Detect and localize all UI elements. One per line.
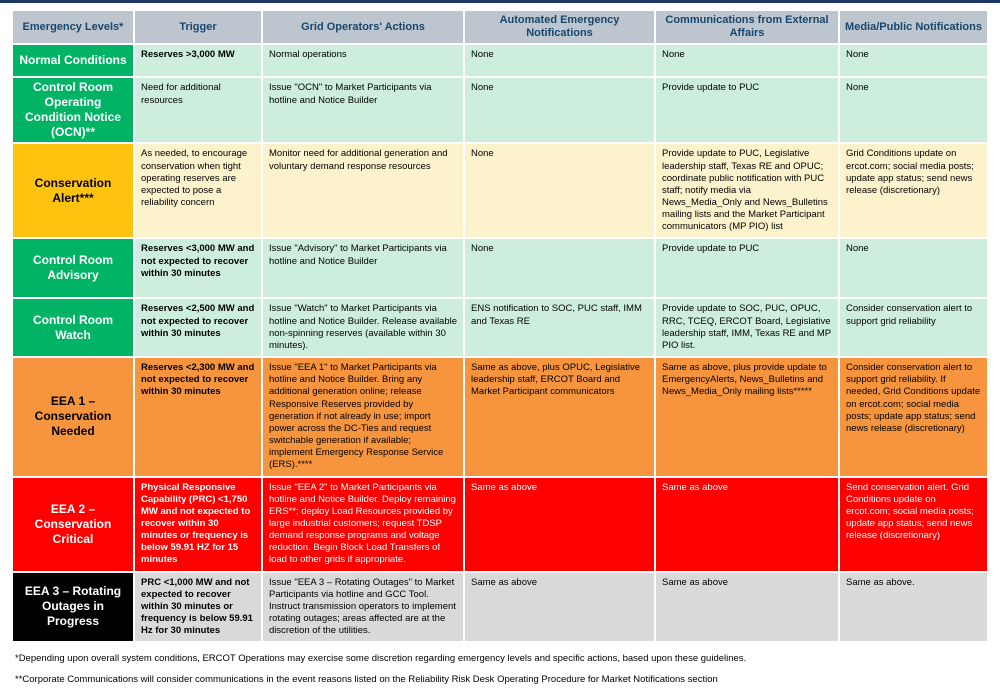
cell-media: Consider conservation alert to support g… — [840, 299, 987, 357]
column-header-grid-operators-actions: Grid Operators' Actions — [263, 11, 463, 44]
emergency-levels-table: Emergency Levels* Trigger Grid Operators… — [11, 9, 989, 643]
cell-level: EEA 3 – Rotating Outages in Progress — [13, 572, 133, 642]
cell-automated: None — [465, 45, 654, 77]
cell-actions: Monitor need for additional generation a… — [263, 144, 463, 238]
cell-level: EEA 1 – Conservation Needed — [13, 358, 133, 476]
table-row-conservation-alert: Conservation Alert*** As needed, to enco… — [13, 144, 987, 238]
cell-automated: ENS notification to SOC, PUC staff, IMM … — [465, 299, 654, 357]
cell-actions: Issue "Watch" to Market Participants via… — [263, 299, 463, 357]
cell-level: Control Room Watch — [13, 299, 133, 357]
cell-media: Send conservation alert. Grid Conditions… — [840, 477, 987, 571]
footnote-2: **Corporate Communications will consider… — [15, 673, 718, 685]
cell-automated: Same as above — [465, 572, 654, 642]
table-row-ocn: Control Room Operating Condition Notice … — [13, 78, 987, 143]
cell-communications: None — [656, 45, 838, 77]
cell-communications: Same as above — [656, 572, 838, 642]
cell-media: None — [840, 78, 987, 143]
cell-level: Control Room Advisory — [13, 239, 133, 298]
table-row-control-room-advisory: Control Room Advisory Reserves <3,000 MW… — [13, 239, 987, 298]
cell-communications: Provide update to PUC, Legislative leade… — [656, 144, 838, 238]
cell-media: None — [840, 45, 987, 77]
table-row-eea2-conservation-critical: EEA 2 – Conservation Critical Physical R… — [13, 477, 987, 571]
cell-communications: Provide update to SOC, PUC, OPUC, RRC, T… — [656, 299, 838, 357]
cell-communications: Provide update to PUC — [656, 78, 838, 143]
cell-trigger: PRC <1,000 MW and not expected to recove… — [135, 572, 261, 642]
footnote-1: *Depending upon overall system condition… — [15, 653, 747, 665]
table-row-normal-conditions: Normal Conditions Reserves >3,000 MW Nor… — [13, 45, 987, 77]
cell-automated: None — [465, 239, 654, 298]
cell-trigger: As needed, to encourage conservation whe… — [135, 144, 261, 238]
cell-media: Consider conservation alert to support g… — [840, 358, 987, 476]
cell-trigger: Reserves <2,500 MW and not expected to r… — [135, 299, 261, 357]
cell-actions: Normal operations — [263, 45, 463, 77]
column-header-media-public-notifications: Media/Public Notifications — [840, 11, 987, 44]
cell-automated: Same as above — [465, 477, 654, 571]
cell-level: Conservation Alert*** — [13, 144, 133, 238]
table-row-eea1-conservation-needed: EEA 1 – Conservation Needed Reserves <2,… — [13, 358, 987, 476]
cell-actions: Issue "EEA 1" to Market Participants via… — [263, 358, 463, 476]
cell-automated: Same as above, plus OPUC, Legislative le… — [465, 358, 654, 476]
column-header-emergency-levels: Emergency Levels* — [13, 11, 133, 44]
cell-communications: Same as above, plus provide update to Em… — [656, 358, 838, 476]
cell-trigger: Reserves >3,000 MW — [135, 45, 261, 77]
cell-media: Grid Conditions update on ercot.com; soc… — [840, 144, 987, 238]
cell-level: Control Room Operating Condition Notice … — [13, 78, 133, 143]
cell-media: Same as above. — [840, 572, 987, 642]
table-row-control-room-watch: Control Room Watch Reserves <2,500 MW an… — [13, 299, 987, 357]
cell-communications: Same as above — [656, 477, 838, 571]
table-header-row: Emergency Levels* Trigger Grid Operators… — [13, 11, 987, 44]
cell-level: EEA 2 – Conservation Critical — [13, 477, 133, 571]
cell-actions: Issue "Advisory" to Market Participants … — [263, 239, 463, 298]
table-row-eea3-rotating-outages: EEA 3 – Rotating Outages in Progress PRC… — [13, 572, 987, 642]
column-header-automated-emergency-notifications: Automated Emergency Notifications — [465, 11, 654, 44]
footnotes: *Depending upon overall system condition… — [15, 653, 1000, 691]
cell-media: None — [840, 239, 987, 298]
cell-automated: None — [465, 144, 654, 238]
cell-trigger: Physical Responsive Capability (PRC) <1,… — [135, 477, 261, 571]
cell-trigger: Reserves <3,000 MW and not expected to r… — [135, 239, 261, 298]
cell-communications: Provide update to PUC — [656, 239, 838, 298]
top-border-bar — [0, 0, 1000, 3]
cell-actions: Issue "EEA 2" to Market Participants via… — [263, 477, 463, 571]
cell-level: Normal Conditions — [13, 45, 133, 77]
column-header-trigger: Trigger — [135, 11, 261, 44]
cell-trigger: Need for additional resources — [135, 78, 261, 143]
cell-actions: Issue "OCN" to Market Participants via h… — [263, 78, 463, 143]
cell-automated: None — [465, 78, 654, 143]
cell-trigger: Reserves <2,300 MW and not expected to r… — [135, 358, 261, 476]
column-header-communications-external-affairs: Communications from External Affairs — [656, 11, 838, 44]
cell-actions: Issue "EEA 3 – Rotating Outages" to Mark… — [263, 572, 463, 642]
